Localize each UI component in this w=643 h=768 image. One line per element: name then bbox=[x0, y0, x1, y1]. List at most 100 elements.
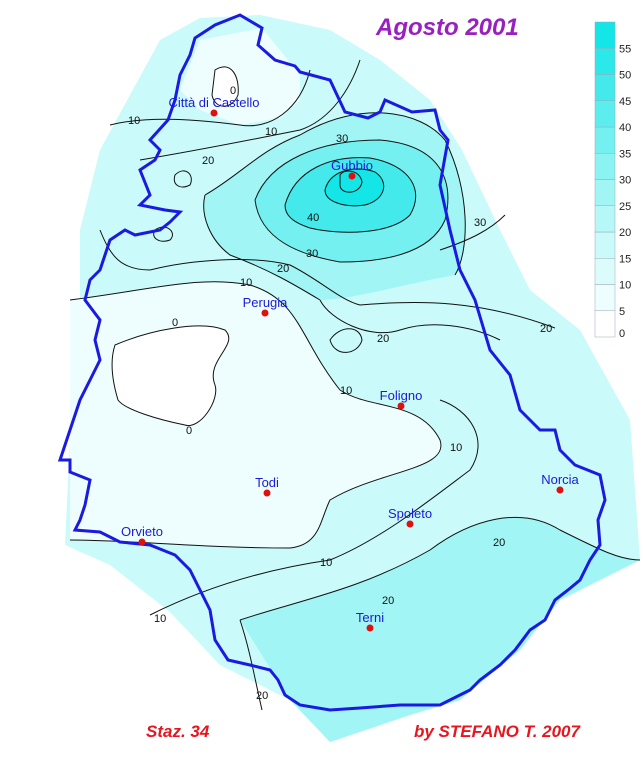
contour-label: 20 bbox=[202, 155, 214, 167]
legend-swatch bbox=[594, 100, 616, 128]
legend-tick: 25 bbox=[619, 201, 631, 213]
contour-labels: 0 10 10 20 30 40 30 20 30 10 0 0 20 20 10 10 20 10 20 10 20 bbox=[128, 85, 552, 702]
city-marker[interactable]: Gubbio bbox=[331, 158, 373, 180]
city-dot bbox=[263, 489, 271, 497]
contour-label: 10 bbox=[154, 613, 166, 625]
contour-line bbox=[319, 299, 501, 341]
city-marker[interactable]: Terni bbox=[356, 610, 384, 632]
legend-swatch bbox=[594, 258, 616, 285]
city-dot bbox=[556, 486, 564, 494]
contour-line bbox=[439, 214, 506, 251]
city-label: Norcia bbox=[541, 472, 579, 487]
city-marker[interactable]: Spoleto bbox=[388, 506, 432, 528]
legend-tick: 5 bbox=[619, 306, 625, 318]
city-marker[interactable]: Città di Castello bbox=[168, 95, 260, 117]
map-title: Agosto 2001 bbox=[376, 14, 519, 41]
contour-line bbox=[109, 69, 311, 127]
contour-label: 0 bbox=[172, 317, 178, 329]
city-marker[interactable]: Perugia bbox=[243, 295, 289, 317]
legend-swatch bbox=[594, 205, 616, 233]
contour-label: 10 bbox=[128, 115, 140, 127]
city-label: Spoleto bbox=[388, 506, 432, 521]
legend-swatch bbox=[594, 231, 616, 259]
contour-line bbox=[329, 328, 363, 353]
contour-lines bbox=[69, 59, 641, 711]
contour-label: 20 bbox=[277, 263, 289, 275]
contour-label: 10 bbox=[240, 277, 252, 289]
contour-label: 20 bbox=[493, 537, 505, 549]
legend-swatch bbox=[594, 179, 616, 206]
city-marker[interactable]: Todi bbox=[255, 475, 279, 497]
contour-line bbox=[203, 194, 321, 301]
contour-line bbox=[149, 259, 556, 329]
legend-tick: 0 bbox=[619, 328, 625, 340]
city-label: Orvieto bbox=[121, 524, 163, 539]
band-low-north bbox=[180, 28, 300, 125]
city-marker[interactable]: Norcia bbox=[541, 472, 580, 494]
contour-label: 0 bbox=[186, 425, 192, 437]
city-label: Perugia bbox=[243, 295, 289, 310]
contour-line bbox=[111, 325, 230, 426]
legend-swatch bbox=[594, 126, 616, 154]
city-label: Gubbio bbox=[331, 158, 373, 173]
band-zero-north bbox=[212, 66, 239, 107]
contour-line bbox=[284, 157, 417, 233]
contour-label: 20 bbox=[382, 595, 394, 607]
legend-swatch bbox=[594, 74, 616, 101]
contour-label: 20 bbox=[377, 333, 389, 345]
legend-tick: 10 bbox=[619, 280, 631, 292]
legend-tick: 20 bbox=[619, 227, 631, 239]
contour-line bbox=[339, 170, 363, 193]
city-dot bbox=[366, 624, 374, 632]
city-dot bbox=[406, 520, 414, 528]
contour-line bbox=[173, 170, 192, 188]
legend-tick: 45 bbox=[619, 96, 631, 108]
contour-line bbox=[204, 112, 466, 276]
legend-tick: 50 bbox=[619, 70, 631, 82]
legend-tick: 15 bbox=[619, 253, 631, 265]
city-dot bbox=[348, 172, 356, 180]
contour-label: 20 bbox=[256, 690, 268, 702]
city-label: Terni bbox=[356, 610, 384, 625]
contour-line bbox=[211, 66, 239, 107]
contour-label: 10 bbox=[340, 385, 352, 397]
contour-label: 30 bbox=[336, 133, 348, 145]
contour-line bbox=[139, 59, 361, 161]
contour-line bbox=[324, 168, 385, 207]
legend: 0 5 10 15 20 25 30 35 40 45 50 55 bbox=[594, 21, 631, 340]
city-marker[interactable]: Orvieto bbox=[121, 524, 163, 546]
region-border bbox=[57, 13, 607, 712]
legend-swatch bbox=[594, 48, 616, 75]
city-dot bbox=[138, 538, 146, 546]
legend-swatch bbox=[594, 21, 616, 49]
city-dot bbox=[210, 109, 218, 117]
contour-label: 30 bbox=[306, 248, 318, 260]
legend-swatch bbox=[594, 284, 616, 311]
legend-swatch bbox=[594, 310, 616, 338]
legend-tick: 35 bbox=[619, 148, 631, 160]
cities: Città di Castello Gubbio Perugia Foligno Nor… bbox=[121, 95, 580, 632]
contour-label: 10 bbox=[320, 557, 332, 569]
legend-swatch bbox=[594, 153, 616, 180]
city-dot bbox=[261, 309, 269, 317]
author-credit: by STEFANO T. 2007 bbox=[414, 722, 580, 741]
legend-tick: 55 bbox=[619, 43, 631, 55]
city-dot bbox=[397, 402, 405, 410]
contour-label: 30 bbox=[474, 217, 486, 229]
contour-line bbox=[99, 229, 151, 271]
city-marker[interactable]: Foligno bbox=[380, 388, 423, 410]
contour-label: 0 bbox=[230, 85, 236, 97]
contour-bands bbox=[65, 15, 640, 742]
band-zero-west bbox=[112, 325, 229, 426]
station-count: Staz. 34 bbox=[146, 722, 210, 741]
contour-label: 20 bbox=[540, 323, 552, 335]
contour-label: 10 bbox=[265, 126, 277, 138]
contour-label: 40 bbox=[307, 212, 319, 224]
city-label: Città di Castello bbox=[168, 95, 259, 110]
legend-tick: 40 bbox=[619, 122, 631, 134]
city-label: Foligno bbox=[380, 388, 423, 403]
contour-line bbox=[149, 399, 479, 616]
contour-line bbox=[69, 281, 442, 549]
